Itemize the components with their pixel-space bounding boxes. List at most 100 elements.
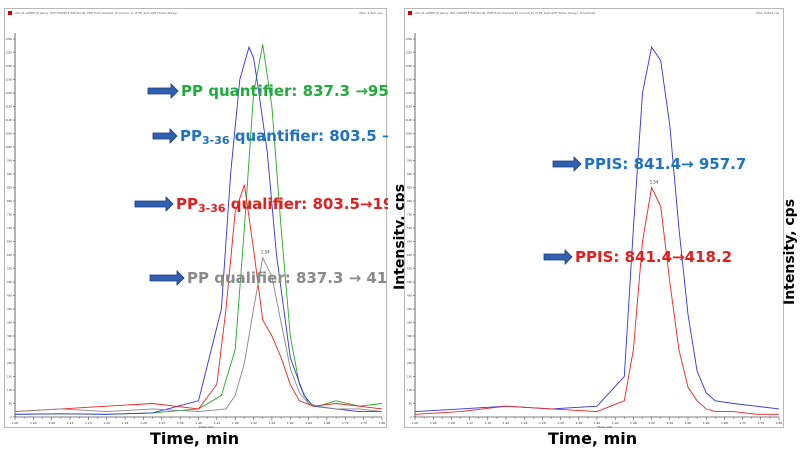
- annotation-label: PP qualifier: 837.3 → 411.4: [187, 269, 388, 287]
- series-line: [14, 45, 382, 415]
- annotation-label: PPIS: 841.4→ 957.7: [584, 155, 746, 173]
- y-tick-label: 500: [407, 280, 412, 284]
- peak-time-label: 1.54: [650, 180, 659, 185]
- x-tick-label: 1.76: [360, 421, 367, 425]
- x-tick-label: 1.68: [721, 421, 728, 425]
- peak-time-label: 1.54: [261, 250, 270, 255]
- x-tick-label: 1.12: [466, 421, 473, 425]
- x-tick-label: 1.08: [48, 421, 55, 425]
- y-tick-label: 600: [7, 253, 12, 257]
- annotation-arrow: [147, 83, 179, 99]
- y-tick-label: 950: [407, 159, 412, 163]
- y-tick-label: 1000: [405, 145, 412, 149]
- y-tick-label: 300: [407, 334, 412, 338]
- annotation-label: PP quantifier: 837.3 →953.3: [181, 82, 388, 100]
- y-tick-label: 750: [407, 213, 412, 217]
- x-tick-label: 1.28: [539, 421, 546, 425]
- x-tick-label: 1.20: [103, 421, 110, 425]
- x-axis-title-left: Time, min: [150, 429, 240, 448]
- y-tick-label: 1250: [5, 78, 12, 82]
- annotation-arrow: [543, 249, 573, 265]
- x-tick-label: 1.32: [158, 421, 165, 425]
- y-tick-label: 450: [7, 294, 12, 298]
- y-tick-label: 1200: [405, 91, 412, 95]
- y-tick-label: 900: [7, 172, 12, 176]
- y-tick-label: 800: [7, 199, 12, 203]
- y-tick-label: 650: [7, 240, 12, 244]
- x-tick-label: 1.40: [195, 421, 202, 425]
- y-tick-label: 1200: [5, 91, 12, 95]
- y-tick-label: 350: [7, 321, 12, 325]
- chromatogram-plot-right: 0 50 100 150 200 250 300 350 400 450 500 550 600 650 7…: [405, 33, 782, 429]
- annotation-arrow: [149, 270, 185, 286]
- annotation-label-rest: qualifier: 803.5→197.2: [226, 195, 388, 213]
- y-tick-label: 850: [407, 186, 412, 190]
- y-tick-label: 150: [7, 375, 12, 379]
- x-tick-label: 1.72: [739, 421, 746, 425]
- x-tick-label: 1.00: [12, 421, 19, 425]
- y-tick-label: 250: [407, 348, 412, 352]
- x-tick-label: 1.24: [521, 421, 528, 425]
- y-tick-label: 700: [7, 226, 12, 230]
- y-tick-label: 50: [409, 402, 413, 406]
- x-tick-label: 1.68: [324, 421, 331, 425]
- y-tick-label: 100: [407, 388, 412, 392]
- panel-header-max: Max. 1.4e3 cps.: [359, 11, 383, 15]
- y-tick-label: 1000: [5, 145, 12, 149]
- y-tick-label: 400: [407, 307, 412, 311]
- y-tick-label: 1100: [5, 118, 12, 122]
- x-tick-label: 1.64: [305, 421, 312, 425]
- x-tick-label: 1.52: [250, 421, 257, 425]
- annotation-arrow: [152, 128, 178, 144]
- annotation-label-subscript: 3-36: [198, 202, 226, 215]
- x-tick-label: 1.56: [666, 421, 673, 425]
- x-tick-label: 1.64: [703, 421, 710, 425]
- y-tick-label: 400: [7, 307, 12, 311]
- y-tick-label: 1350: [5, 51, 12, 55]
- annotation: PPIS: 841.4→418.2: [543, 248, 732, 266]
- y-tick-label: 1300: [5, 64, 12, 68]
- y-tick-label: 1250: [405, 78, 412, 82]
- x-tick-label: 1.16: [484, 421, 491, 425]
- y-tick-label: 950: [7, 159, 12, 163]
- series-line: [14, 184, 383, 413]
- x-tick-label: 1.80: [379, 421, 386, 425]
- y-tick-label: 50: [9, 402, 13, 406]
- y-tick-label: 600: [407, 253, 412, 257]
- annotation-label: PPIS: 841.4→418.2: [575, 248, 732, 266]
- y-tick-label: 250: [7, 348, 12, 352]
- y-tick-label: 300: [7, 334, 12, 338]
- chromatogram-plot-left: 0 50 100 150 200 250 300 350 400 450 500 550 600 650 7…: [5, 33, 388, 429]
- y-tick-label: 1150: [405, 105, 412, 109]
- annotation-arrow: [134, 196, 174, 212]
- x-tick-label: 1.00: [412, 421, 419, 425]
- x-tick-label: 1.60: [287, 421, 294, 425]
- x-tick-label: 1.24: [122, 421, 129, 425]
- annotation-label: PP3-36 qualifier: 803.5→197.2: [176, 195, 388, 215]
- panel-header-text: XIC of +MRM (6 pairs): 841.400/957.700 D…: [415, 11, 596, 15]
- y-tick-label: 700: [407, 226, 412, 230]
- y-tick-label: 200: [7, 361, 12, 365]
- annotation: PPIS: 841.4→ 957.7: [552, 155, 746, 173]
- series-line: [414, 186, 779, 415]
- annotation-label-rest: quantifier: 803.5 → 853.7: [230, 127, 388, 145]
- y-tick-label: 100: [7, 388, 12, 392]
- annotation-label: PP3-36 quantifier: 803.5 → 853.7: [180, 127, 388, 147]
- x-tick-label: 1.28: [140, 421, 147, 425]
- x-tick-label: 1.60: [685, 421, 692, 425]
- x-tick-label: 1.04: [30, 421, 37, 425]
- y-tick-label: 550: [7, 267, 12, 271]
- y-tick-label: 850: [7, 186, 12, 190]
- annotation: PP qualifier: 837.3 → 411.4: [149, 269, 388, 287]
- y-tick-label: 900: [407, 172, 412, 176]
- x-tick-label: 1.08: [448, 421, 455, 425]
- y-tick-label: 1300: [405, 64, 412, 68]
- y-tick-label: 350: [407, 321, 412, 325]
- panel-header-text: XIC of +MRM (6 pairs): 837.300/953.300 D…: [15, 11, 178, 15]
- x-tick-label: 1.72: [342, 421, 349, 425]
- series-line: [14, 256, 383, 413]
- y-tick-label: 200: [407, 361, 412, 365]
- x-axis-mini-title: Time, min: [198, 425, 214, 429]
- y-tick-label: 1050: [405, 132, 412, 136]
- header-marker: [8, 11, 12, 15]
